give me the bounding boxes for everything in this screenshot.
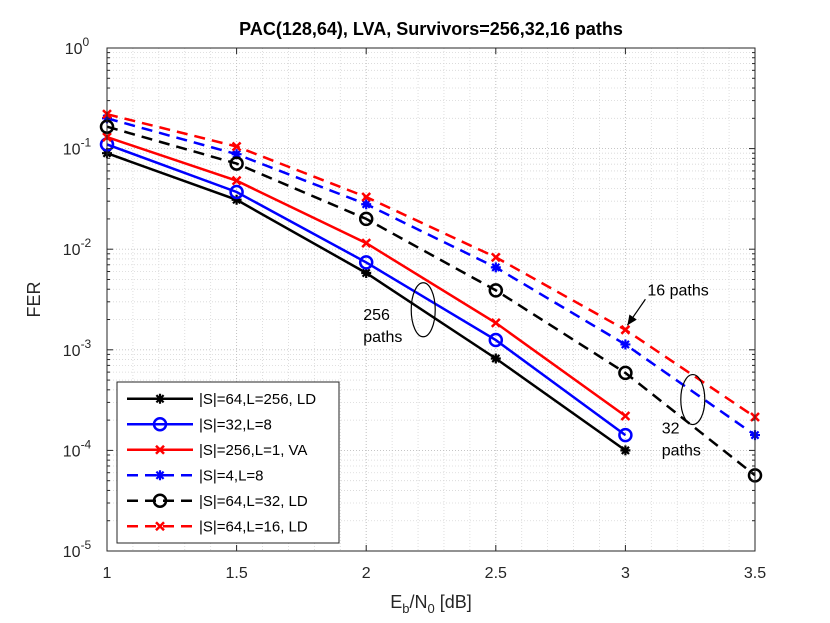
series-3 — [102, 132, 631, 421]
series-line — [106, 125, 756, 477]
y-tick-label: 10-4 — [63, 437, 92, 460]
annotation-32-paths: 32 — [662, 421, 680, 438]
legend-label: |S|=4,L=8 — [199, 467, 264, 484]
data-point — [231, 149, 242, 160]
legend-item: |S|=64,L=16, LD — [127, 518, 308, 535]
x-axis-title-mid: /N — [409, 592, 427, 612]
data-point — [229, 184, 244, 200]
y-tick-label: 10-3 — [63, 337, 92, 360]
data-point — [231, 175, 242, 186]
legend-label: |S|=64,L=32, LD — [199, 493, 308, 510]
annotation-16-paths: 16 paths — [647, 282, 708, 299]
legend-label: |S|=256,L=1, VA — [199, 442, 307, 459]
annotation-256-paths: 256 — [363, 307, 390, 324]
data-point — [361, 238, 372, 248]
legend-item: |S|=256,L=1, VA — [127, 442, 307, 459]
legend-marker — [152, 417, 168, 432]
x-tick-label: 2.5 — [485, 565, 507, 582]
annotation-32-paths: paths — [662, 443, 701, 460]
series-line — [106, 143, 627, 437]
data-point — [490, 353, 501, 364]
series-6 — [102, 109, 760, 422]
annotation-256-paths: paths — [363, 329, 402, 346]
x-axis-title-tail: [dB] — [435, 592, 472, 612]
chart-title: PAC(128,64), LVA, Survivors=256,32,16 pa… — [239, 19, 623, 39]
x-tick-label: 3 — [621, 565, 630, 582]
legend-item: |S|=64,L=32, LD — [127, 493, 308, 510]
data-point — [490, 252, 501, 263]
data-point — [229, 156, 244, 171]
x-axis-title: Eb/N0 [dB] — [390, 592, 472, 616]
data-point — [618, 427, 633, 443]
legend-box — [116, 381, 340, 544]
data-point — [231, 141, 242, 152]
data-point — [488, 332, 504, 348]
ellipse-256-paths — [410, 282, 436, 338]
x-axis-title-main: E — [390, 592, 402, 612]
data-point — [620, 411, 631, 421]
x-tick-label: 2 — [362, 565, 371, 582]
legend-marker — [155, 393, 165, 404]
series-line — [106, 117, 756, 437]
data-point — [490, 318, 501, 328]
legend-marker — [155, 470, 165, 481]
legend-label: |S|=64,L=256, LD — [199, 391, 316, 408]
plot-frame — [106, 47, 756, 552]
legend-label: |S|=32,L=8 — [199, 416, 272, 433]
legend-label: |S|=64,L=16, LD — [199, 518, 308, 535]
data-point — [490, 262, 501, 273]
annotation-16-arrowhead — [627, 314, 637, 326]
y-tick-label: 10-5 — [63, 538, 92, 561]
data-point — [488, 283, 504, 298]
series-layer — [99, 109, 763, 483]
data-point — [620, 339, 631, 350]
y-tick-label: 10-1 — [63, 136, 92, 159]
data-point — [618, 365, 633, 381]
legend-marker — [155, 444, 165, 455]
x-tick-label: 1.5 — [225, 565, 247, 582]
y-tick-label: 100 — [65, 35, 90, 58]
axis-ticks: 1 1.5 2 2.5 3 3.5 100 10-1 10-2 10-3 10-4 10-5 — [63, 35, 766, 582]
data-point — [231, 194, 242, 205]
legend-item: |S|=64,L=256, LD — [127, 391, 316, 408]
data-point — [620, 324, 631, 335]
legend-marker — [155, 521, 165, 532]
legend: |S|=64,L=256, LD |S|=32,L=8 |S|=256,L=1, V… — [116, 381, 340, 544]
data-point — [361, 192, 372, 202]
x-axis-title-sub2: 0 — [427, 601, 434, 616]
data-point — [620, 445, 631, 456]
legend-marker — [152, 493, 168, 508]
data-point — [358, 211, 374, 227]
x-axis-title-sub1: b — [402, 601, 409, 616]
ellipse-32-paths — [680, 373, 706, 426]
data-point — [361, 267, 372, 278]
annotations: 256 paths 16 paths 32 paths — [363, 282, 709, 460]
x-tick-label: 1 — [103, 565, 112, 582]
series-2 — [99, 137, 633, 443]
x-tick-label: 3.5 — [744, 565, 766, 582]
y-axis-title: FER — [24, 281, 44, 317]
data-point — [358, 255, 374, 270]
legend-item: |S|=32,L=8 — [127, 416, 272, 433]
data-point — [361, 199, 372, 210]
series-line — [106, 112, 756, 419]
y-tick-label: 10-2 — [63, 236, 92, 259]
legend-item: |S|=4,L=8 — [127, 467, 264, 484]
